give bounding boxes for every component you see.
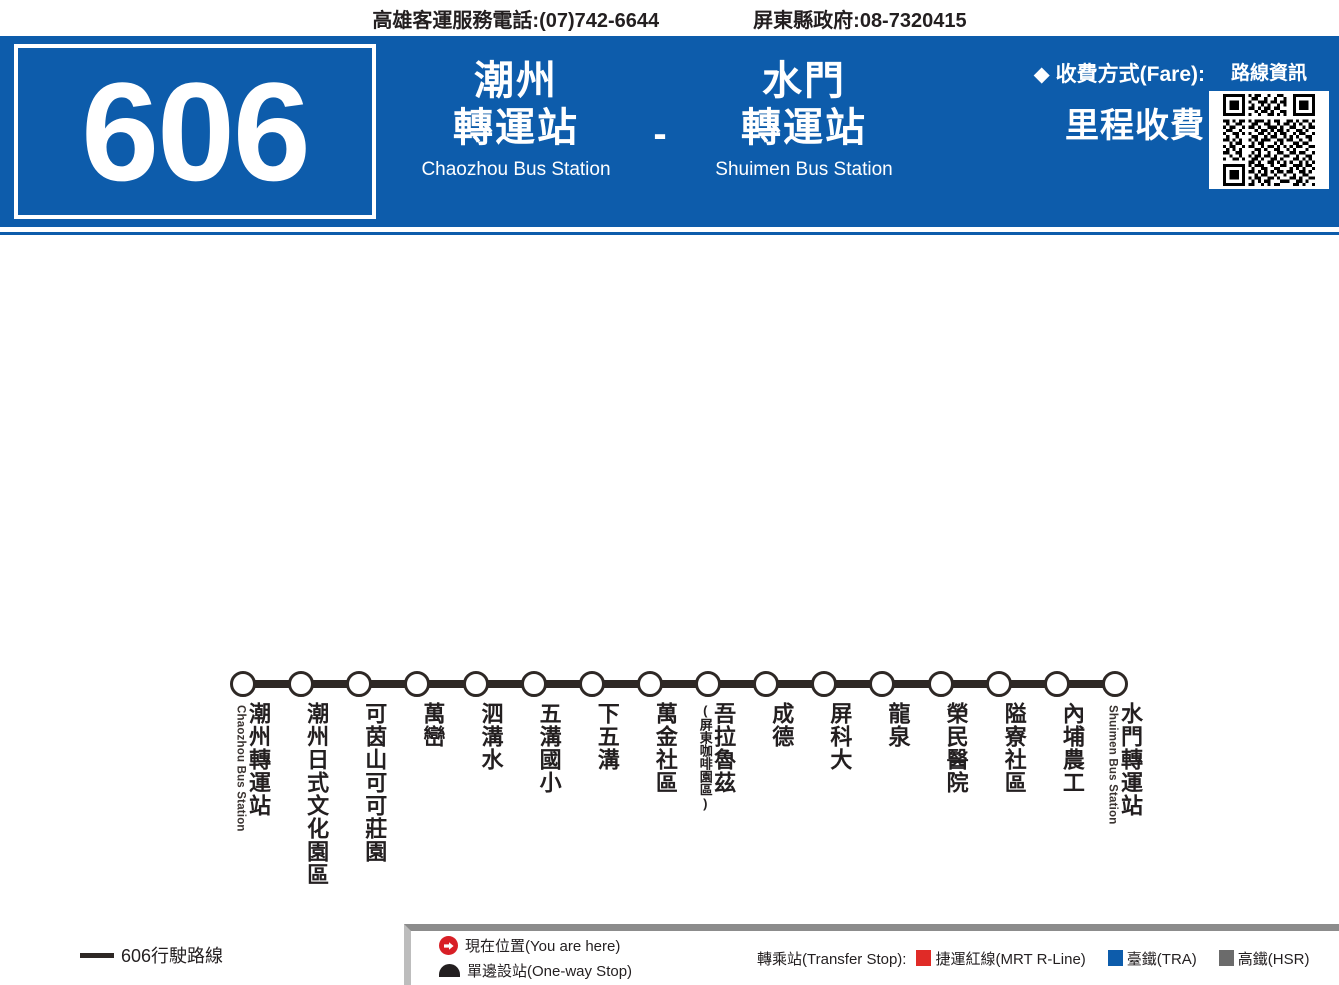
station-dot-icon[interactable] [695, 671, 722, 697]
station-dot-icon[interactable] [462, 671, 489, 697]
station-labels: 成德 [739, 702, 795, 748]
government-phone: 屏東縣政府:08-7320415 [753, 9, 967, 32]
station-name: 屏科大 [827, 702, 853, 771]
legend-markers: 現在位置(You are here) 單邊設站(One-way Stop) [439, 935, 749, 981]
route-header-banner: 606 潮州 轉運站 Chaozhou Bus Station - 水門 轉運站… [0, 36, 1339, 227]
station-name: 潮州轉運站 [246, 702, 271, 817]
route-number-badge: 606 [14, 44, 376, 219]
origin-name-line1: 潮州 [474, 59, 558, 103]
transfer-item: 臺鐵(TRA) [1107, 948, 1197, 969]
station-labels: 潮州日式文化園區 [274, 702, 330, 886]
legend-you-are-here: 現在位置(You are here) [439, 935, 749, 956]
fare-info: ◆ 收費方式(Fare): 里程收費 [935, 58, 1205, 147]
route-key: 606行駛路線 [80, 942, 223, 968]
header-divider [0, 227, 1339, 235]
station-name-en: Chaozhou Bus Station [234, 705, 247, 832]
station-dot-icon[interactable] [753, 671, 780, 697]
transfer-color-swatch [916, 950, 932, 966]
station-labels: 屏科大 [797, 702, 853, 771]
fare-label: ◆ 收費方式(Fare): [1033, 63, 1205, 86]
transfer-color-swatch [1218, 950, 1234, 966]
legend-one-way-stop: 單邊設站(One-way Stop) [439, 960, 749, 981]
station-dot-icon[interactable] [404, 671, 431, 697]
station-name: 成德 [769, 702, 795, 748]
transfer-items: 捷運紅線(MRT R-Line) 臺鐵(TRA) 高鐵(HSR) [916, 948, 1331, 969]
qr-caption: 路線資訊 [1230, 63, 1307, 84]
operator-phone: 高雄客運服務電話:(07)742-6644 [372, 9, 660, 32]
route-endpoints: 潮州 轉運站 Chaozhou Bus Station - 水門 轉運站 Shu… [380, 58, 940, 218]
legend-panel: 現在位置(You are here) 單邊設站(One-way Stop) 轉乘… [404, 924, 1339, 985]
fare-value: 里程收費 [1065, 107, 1205, 145]
station-dot-icon[interactable] [288, 671, 315, 697]
station-dot-icon[interactable] [1102, 671, 1128, 697]
station-dot-icon[interactable] [520, 671, 547, 697]
station-labels: 萬巒 [390, 702, 446, 748]
station-name: 隘寮社區 [1001, 702, 1027, 794]
transfer-item: 高鐵(HSR) [1218, 948, 1310, 969]
route-key-line-icon [80, 952, 114, 958]
station-dot-icon[interactable] [869, 671, 896, 697]
station-labels: 隘寮社區 [972, 702, 1027, 794]
station-name: 潮州日式文化園區 [304, 702, 330, 886]
one-way-stop-icon [439, 964, 460, 977]
you-are-here-icon [439, 936, 458, 955]
station-labels: 下五溝 [565, 702, 620, 771]
station-name: 萬金社區 [652, 702, 678, 794]
route-info-qr[interactable]: 路線資訊 [1209, 58, 1329, 189]
station-labels: 潮州轉運站 Chaozhou Bus Station [216, 702, 271, 832]
station-name: 內埔農工 [1059, 702, 1085, 794]
destination-station: 水門 轉運站 Shuimen Bus Station [685, 58, 923, 181]
you-are-here-label: 現在位置(You are here) [465, 938, 621, 955]
station-labels: 榮民醫院 [914, 702, 969, 794]
station-dot-icon[interactable] [578, 671, 605, 697]
destination-name-line2: 轉運站 [741, 106, 867, 151]
station-name-en: Shuimen Bus Station [1106, 705, 1119, 825]
station-sub-name: (屏東咖啡園區) [697, 703, 713, 811]
transfer-color-swatch [1107, 950, 1123, 966]
transfer-label: 高鐵(HSR) [1237, 950, 1310, 968]
station-name: 吾拉魯茲 [711, 702, 737, 794]
destination-name-en: Shuimen Bus Station [715, 159, 893, 181]
legend-transfers: 轉乘站(Transfer Stop): 捷運紅線(MRT R-Line) 臺鐵(T… [757, 948, 1331, 969]
origin-station: 潮州 轉運站 Chaozhou Bus Station [397, 58, 635, 181]
destination-name-line1: 水門 [762, 59, 846, 103]
station-dot-icon[interactable] [230, 671, 256, 697]
station-dot-icon[interactable] [346, 671, 373, 697]
route-diagram: 潮州轉運站 Chaozhou Bus Station 潮州日式文化園區 可茵山可可莊園… [0, 232, 1339, 912]
station-dot-icon[interactable] [985, 671, 1012, 697]
origin-name-en: Chaozhou Bus Station [421, 159, 611, 181]
station-name: 可茵山可可莊園 [362, 702, 388, 863]
station-name: 萬巒 [420, 702, 446, 748]
transfer-stop-label: 轉乘站(Transfer Stop): [757, 950, 907, 968]
station-labels: 水門轉運站 Shuimen Bus Station [1088, 702, 1143, 825]
qr-code-icon[interactable] [1209, 91, 1329, 189]
transfer-label: 臺鐵(TRA) [1126, 950, 1197, 968]
one-way-stop-label: 單邊設站(One-way Stop) [467, 963, 633, 980]
station-name: 下五溝 [594, 702, 620, 771]
transfer-label: 捷運紅線(MRT R-Line) [935, 950, 1086, 968]
transfer-item: 捷運紅線(MRT R-Line) [916, 948, 1086, 969]
station-name: 榮民醫院 [943, 702, 969, 794]
station-dot-icon[interactable] [636, 671, 663, 697]
station-labels: 內埔農工 [1030, 702, 1085, 794]
route-number: 606 [81, 52, 311, 210]
station-name: 龍泉 [885, 702, 911, 748]
station-dot-icon[interactable] [1043, 671, 1070, 697]
route-line [243, 680, 1115, 688]
station-labels: 五溝國小 [507, 702, 562, 794]
station-labels: 龍泉 [855, 702, 911, 748]
station-name: 五溝國小 [536, 702, 562, 794]
route-key-label: 606行駛路線 [121, 946, 224, 966]
station-labels: 萬金社區 [623, 702, 678, 794]
origin-name-line2: 轉運站 [453, 106, 579, 151]
station-labels: 可茵山可可莊園 [332, 702, 388, 863]
station-dot-icon[interactable] [811, 671, 838, 697]
station-name: 泗溝水 [478, 702, 504, 771]
station-labels: 吾拉魯茲 (屏東咖啡園區) [681, 702, 737, 811]
station-labels: 泗溝水 [449, 702, 504, 771]
endpoint-separator: - [653, 112, 667, 156]
station-dot-icon[interactable] [927, 671, 954, 697]
contact-bar: 高雄客運服務電話:(07)742-6644 屏東縣政府:08-7320415 [0, 0, 1339, 36]
station-name: 水門轉運站 [1118, 702, 1143, 817]
